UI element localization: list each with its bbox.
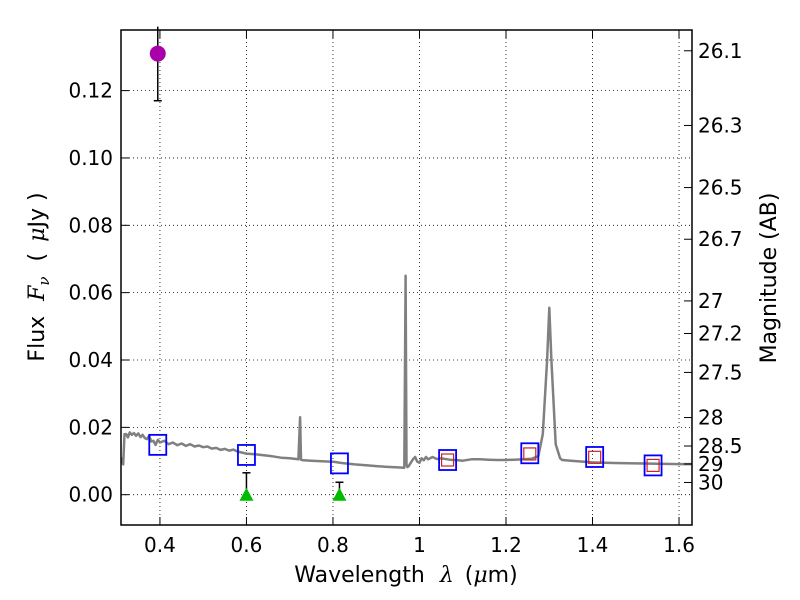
y-tick-label: 0.08: [68, 213, 113, 237]
model-photometry-box: [237, 444, 256, 466]
y-tick-label: 0.10: [68, 146, 113, 170]
magnitude-tick-label: 26.7: [698, 227, 743, 251]
magnitude-tick-label: 28.5: [698, 434, 743, 458]
magnitude-tick-label: 26.5: [698, 176, 743, 200]
x-axis-label-open: (: [465, 563, 474, 588]
x-axis-label-mu: μ: [473, 563, 487, 588]
y-tick-label: 0.00: [68, 483, 113, 507]
x-axis-label-symbol: λ: [439, 563, 454, 588]
sed-line: [121, 274, 692, 470]
detection-point: [149, 45, 166, 62]
x-tick-label: 0.4: [144, 533, 176, 557]
y-tick-label: 0.12: [68, 79, 113, 103]
observed-box: [588, 450, 602, 464]
x-tick-label: 1.6: [663, 533, 695, 557]
y-axis-label-prefix: Flux: [25, 316, 50, 362]
y-tick-label: 0.06: [68, 281, 113, 305]
x-axis-label-prefix: Wavelength: [294, 563, 425, 588]
plot-layer: [121, 26, 692, 501]
y-axis-label-rest: Jy ): [25, 192, 50, 229]
magnitude-tick-label: 27.5: [698, 360, 743, 384]
model-photometry-box: [330, 452, 349, 475]
y-tick-label: 0.02: [68, 415, 113, 439]
magnitude-tick-label: 29: [698, 452, 723, 476]
model-photometry-box: [148, 433, 168, 456]
observed-box: [523, 447, 537, 461]
magnitude-tick-label: 27: [698, 289, 723, 313]
ticks-layer: 0.4 0.6 0.8 1 1.2 1.4 1.6 0.00 0.02 0.04 0.06 0.08 0…: [68, 30, 743, 557]
x-tick-label: 0.6: [231, 533, 263, 557]
y-axis-label-subscript: ν: [35, 276, 53, 285]
magnitude-tick-label: 28: [698, 406, 723, 430]
model-photometry-box: [585, 446, 605, 468]
x-tick-label: 1.4: [577, 533, 609, 557]
magnitude-tick-label: 26.3: [698, 113, 743, 137]
x-tick-label: 0.8: [317, 533, 349, 557]
upper-limit-marker: [239, 487, 254, 501]
magnitude-axis-label: Magnitude (AB): [757, 193, 782, 364]
x-tick-label: 1: [413, 533, 426, 557]
y-axis-label-mu: μ: [25, 228, 50, 242]
plot-frame: [120, 29, 693, 526]
observed-box: [440, 453, 455, 467]
magnitude-tick-label: 26.1: [698, 39, 743, 63]
y-axis-label-symbol: F: [25, 285, 50, 302]
model-photometry-box: [643, 454, 663, 477]
y-tick-label: 0.04: [68, 348, 113, 372]
model-photometry-box: [520, 442, 540, 465]
observed-box: [646, 458, 660, 472]
x-axis-label-rest: m): [488, 563, 518, 588]
magnitude-tick-label: 30: [698, 470, 723, 494]
y-axis-label-open: (: [25, 253, 50, 262]
y-axis-label: Flux Fν ( μJy ): [25, 192, 55, 361]
magnitude-tick-label: 27.2: [698, 322, 743, 346]
x-tick-label: 1.2: [490, 533, 522, 557]
model-photometry-box: [438, 449, 457, 471]
x-axis-label: Wavelength λ (μm): [294, 563, 517, 588]
upper-limit-marker: [332, 487, 347, 501]
